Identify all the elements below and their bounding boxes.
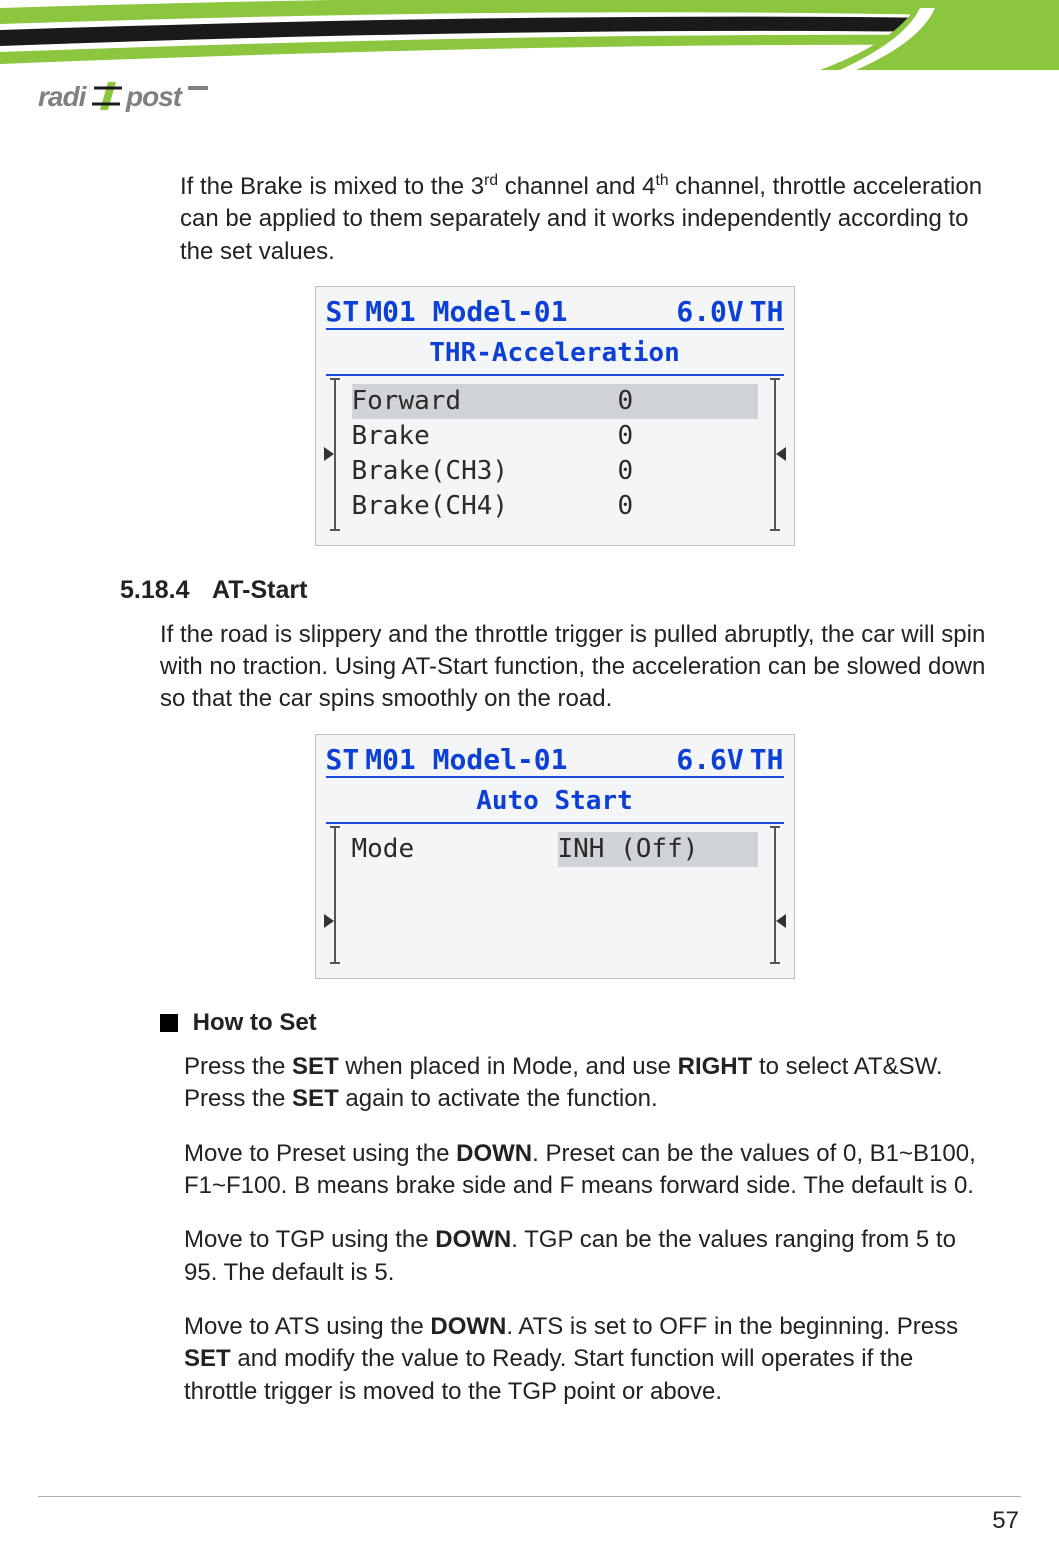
lcd-subtitle: THR-Acceleration — [326, 334, 784, 376]
lcd-row-label: Brake — [352, 419, 618, 454]
section-paragraph: If the road is slippery and the throttle… — [120, 619, 989, 716]
arrow-left-icon — [324, 447, 334, 461]
lcd-st-label: ST — [326, 295, 360, 328]
lcd-row-value: 0 — [618, 384, 758, 419]
lcd-row: Mode INH (Off) — [352, 832, 758, 867]
lcd-panel: ST M01 Model-01 6.6V TH Auto Start Mode … — [315, 734, 795, 979]
lcd-panel: ST M01 Model-01 6.0V TH THR-Acceleration… — [315, 286, 795, 545]
lcd-row: Brake(CH4) 0 — [352, 489, 758, 524]
svg-text:post: post — [125, 81, 184, 112]
lcd-thr-acceleration: ST M01 Model-01 6.0V TH THR-Acceleration… — [120, 286, 989, 545]
lcd-row-label: Forward — [352, 384, 618, 419]
banner-swoosh — [0, 0, 1059, 70]
lcd-st-label: ST — [326, 743, 360, 776]
brand-logo: radi post — [38, 78, 238, 118]
lcd-th-label: TH — [750, 295, 784, 328]
lcd-title-row: ST M01 Model-01 6.0V TH — [326, 293, 784, 330]
lcd-th-label: TH — [750, 743, 784, 776]
intro-paragraph: If the Brake is mixed to the 3rd channel… — [120, 170, 989, 268]
step-4: Move to ATS using the DOWN. ATS is set t… — [120, 1311, 989, 1408]
how-to-set-heading: How to Set — [160, 1009, 989, 1037]
lcd-row-value: INH (Off) — [558, 832, 758, 867]
lcd-row-label: Brake(CH4) — [352, 489, 618, 524]
lcd-auto-start: ST M01 Model-01 6.6V TH Auto Start Mode … — [120, 734, 989, 979]
section-heading: 5.18.4 AT-Start — [120, 576, 989, 605]
lcd-row: Brake(CH3) 0 — [352, 454, 758, 489]
lcd-model: M01 Model-01 — [359, 295, 676, 328]
lcd-title-row: ST M01 Model-01 6.6V TH — [326, 741, 784, 778]
lcd-row-label: Mode — [352, 832, 558, 867]
section-number: 5.18.4 — [120, 576, 206, 605]
lcd-row: Forward 0 — [352, 384, 758, 419]
step-2: Move to Preset using the DOWN. Preset ca… — [120, 1138, 989, 1203]
arrow-right-icon — [776, 447, 786, 461]
lcd-row-label: Brake(CH3) — [352, 454, 618, 489]
lcd-row: Brake 0 — [352, 419, 758, 454]
lcd-row-value: 0 — [618, 454, 758, 489]
lcd-voltage: 6.6V — [676, 743, 749, 776]
lcd-row-value: 0 — [618, 419, 758, 454]
step-1: Press the SET when placed in Mode, and u… — [120, 1051, 989, 1116]
lcd-subtitle: Auto Start — [326, 782, 784, 824]
step-3: Move to TGP using the DOWN. TGP can be t… — [120, 1224, 989, 1289]
lcd-body: Mode INH (Off) — [326, 830, 784, 960]
lcd-row-value: 0 — [618, 489, 758, 524]
footer-rule — [38, 1496, 1021, 1497]
page-content: If the Brake is mixed to the 3rd channel… — [120, 170, 989, 1430]
header-banner — [0, 0, 1059, 70]
arrow-left-icon — [324, 914, 334, 928]
how-to-set-label: How to Set — [193, 1009, 317, 1036]
page-number: 57 — [992, 1507, 1019, 1535]
lcd-body: Forward 0 Brake 0 Brake(CH3) 0 Brake(CH4… — [326, 382, 784, 526]
lcd-model: M01 Model-01 — [359, 743, 676, 776]
lcd-voltage: 6.0V — [676, 295, 749, 328]
arrow-right-icon — [776, 914, 786, 928]
svg-text:radi: radi — [38, 81, 88, 112]
bullet-square-icon — [160, 1014, 178, 1032]
section-title: AT-Start — [212, 576, 307, 604]
